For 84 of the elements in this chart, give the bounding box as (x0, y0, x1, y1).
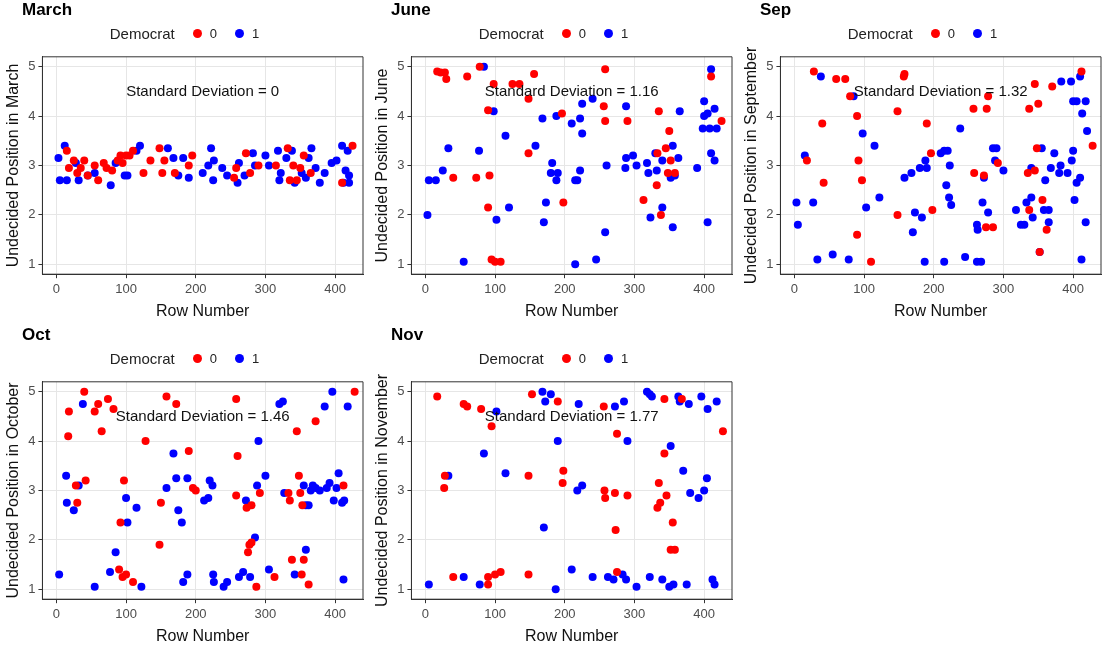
x-tick-label: 200 (553, 280, 576, 296)
x-axis-title: Row Number (156, 301, 251, 319)
legend-title: Democrat (109, 349, 175, 367)
y-tick-label: 1 (397, 580, 405, 596)
x-tick-label: 300 (623, 280, 646, 296)
y-axis-title: Undecided Position in June (373, 68, 391, 263)
y-tick-label: 4 (28, 432, 36, 448)
legend-title: Democrat (478, 24, 544, 42)
annotation: Standard Deviation = 1.16 (484, 81, 659, 99)
y-tick-label: 4 (766, 107, 774, 123)
legend-label: 1 (252, 25, 260, 41)
x-tick-label: 0 (421, 605, 429, 621)
y-tick-label: 4 (397, 107, 405, 123)
x-tick-label: 300 (254, 280, 277, 296)
chart-title: Nov (390, 325, 425, 345)
x-axis-title: Row Number (894, 301, 989, 319)
x-tick-label: 100 (115, 605, 137, 621)
x-tick-label: 0 (421, 280, 429, 296)
legend-label: 0 (947, 25, 956, 41)
legend-label: 1 (990, 25, 998, 41)
annotation: Standard Deviation = 1.77 (484, 406, 659, 424)
y-tick-label: 3 (397, 157, 405, 173)
x-axis-title: Row Number (525, 301, 620, 319)
x-tick-label: 100 (115, 280, 137, 296)
x-tick-label: 400 (693, 280, 715, 296)
y-tick-label: 3 (766, 157, 774, 173)
x-axis-title: Row Number (525, 626, 620, 644)
x-tick-label: 100 (853, 280, 875, 296)
legend-title: Democrat (478, 349, 544, 367)
x-tick-label: 100 (484, 280, 506, 296)
y-tick-label: 3 (28, 482, 36, 498)
x-tick-label: 300 (623, 605, 646, 621)
y-tick-label: 1 (397, 255, 405, 271)
y-axis-title: Undecided Position in September (742, 46, 760, 285)
y-axis-title: Undecided Position in March (4, 63, 22, 268)
y-tick-label: 5 (397, 58, 405, 74)
x-tick-label: 100 (484, 605, 506, 621)
x-axis-title: Row Number (156, 626, 251, 644)
legend-label: 0 (578, 350, 587, 366)
annotation: Standard Deviation = 1.46 (115, 406, 290, 424)
x-tick-label: 200 (184, 280, 207, 296)
x-tick-label: 400 (1062, 280, 1084, 296)
legend-label: 1 (252, 350, 260, 366)
legend-label: 0 (209, 25, 218, 41)
y-tick-label: 2 (766, 206, 774, 222)
y-tick-label: 4 (28, 107, 36, 123)
chart-title: June (390, 0, 432, 20)
x-tick-label: 200 (184, 605, 207, 621)
chart-title: Sep (759, 0, 793, 20)
x-tick-label: 400 (324, 280, 346, 296)
x-tick-label: 0 (790, 280, 798, 296)
x-tick-label: 300 (254, 605, 277, 621)
y-tick-label: 4 (397, 432, 405, 448)
y-tick-label: 1 (766, 255, 774, 271)
y-tick-label: 1 (28, 255, 36, 271)
y-tick-label: 5 (28, 58, 36, 74)
x-tick-label: 200 (922, 280, 945, 296)
x-tick-label: 200 (553, 605, 576, 621)
y-axis-title: Undecided Position in November (373, 373, 391, 608)
y-tick-label: 5 (766, 58, 774, 74)
chart-title: Oct (21, 325, 52, 345)
chart-title: March (21, 0, 74, 20)
y-tick-label: 2 (28, 206, 36, 222)
annotation: Standard Deviation = 0 (126, 81, 280, 99)
legend-label: 1 (621, 350, 629, 366)
y-tick-label: 2 (397, 206, 405, 222)
x-tick-label: 400 (324, 605, 346, 621)
y-tick-label: 2 (28, 531, 36, 547)
legend-title: Democrat (109, 24, 175, 42)
x-tick-label: 400 (693, 605, 715, 621)
y-tick-label: 3 (397, 482, 405, 498)
legend-label: 0 (209, 350, 218, 366)
legend-label: 1 (621, 25, 629, 41)
y-axis-title: Undecided Position in October (4, 381, 22, 599)
y-tick-label: 5 (397, 383, 405, 399)
legend-title: Democrat (847, 24, 913, 42)
y-tick-label: 1 (28, 580, 36, 596)
x-tick-label: 300 (992, 280, 1015, 296)
x-tick-label: 0 (52, 605, 60, 621)
y-tick-label: 3 (28, 157, 36, 173)
legend-label: 0 (578, 25, 587, 41)
y-tick-label: 5 (28, 383, 36, 399)
y-tick-label: 2 (397, 531, 405, 547)
x-tick-label: 0 (52, 280, 60, 296)
